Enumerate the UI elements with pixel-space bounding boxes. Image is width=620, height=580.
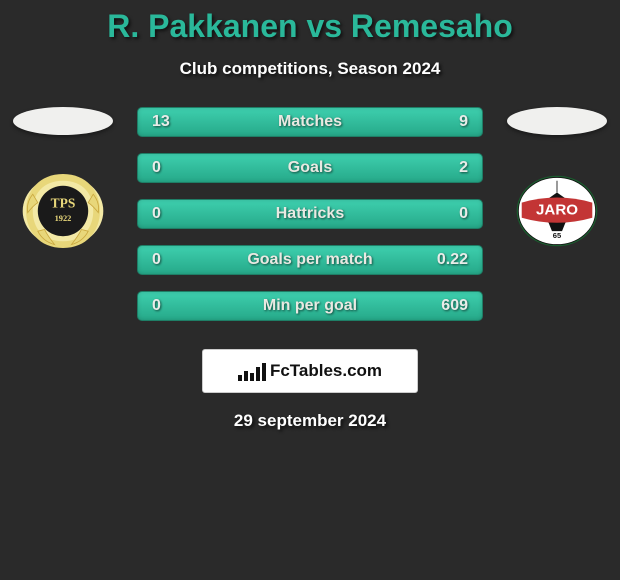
jaro-crest-icon: JARO 65 [508, 169, 606, 253]
date-line: 29 september 2024 [0, 411, 620, 431]
stat-row-min-per-goal: 0 Min per goal 609 [137, 291, 483, 321]
stat-left-value: 0 [152, 297, 161, 315]
stat-right-value: 609 [441, 297, 468, 315]
stat-row-matches: 13 Matches 9 [137, 107, 483, 137]
stat-label: Matches [138, 113, 482, 131]
stats-column: 13 Matches 9 0 Goals 2 0 Hattricks 0 0 G… [137, 107, 483, 321]
stat-left-value: 0 [152, 159, 161, 177]
subtitle: Club competitions, Season 2024 [0, 59, 620, 79]
stat-right-value: 2 [459, 159, 468, 177]
player-left-avatar-placeholder [13, 107, 113, 135]
infographic-container: R. Pakkanen vs Remesaho Club competition… [0, 0, 620, 431]
player-right-avatar-placeholder [507, 107, 607, 135]
stat-label: Min per goal [138, 297, 482, 315]
stat-left-value: 13 [152, 113, 170, 131]
stat-row-goals: 0 Goals 2 [137, 153, 483, 183]
brand-box[interactable]: FcTables.com [202, 349, 418, 393]
stat-right-value: 9 [459, 113, 468, 131]
player-left-col: TPS 1922 [9, 107, 117, 253]
main-row: TPS 1922 13 Matches 9 0 Goals 2 0 Hattri… [0, 107, 620, 321]
stat-left-value: 0 [152, 251, 161, 269]
tps-crest-icon: TPS 1922 [14, 169, 112, 253]
stat-label: Goals per match [138, 251, 482, 269]
club-logo-right: JARO 65 [508, 169, 606, 253]
stat-row-goals-per-match: 0 Goals per match 0.22 [137, 245, 483, 275]
stat-label: Goals [138, 159, 482, 177]
bar-chart-icon [238, 361, 266, 381]
brand-label: FcTables.com [270, 361, 382, 381]
player-right-col: JARO 65 [503, 107, 611, 253]
stat-right-value: 0 [459, 205, 468, 223]
svg-text:JARO: JARO [536, 201, 578, 218]
stat-right-value: 0.22 [437, 251, 468, 269]
svg-text:1922: 1922 [55, 214, 72, 223]
club-logo-left: TPS 1922 [14, 169, 112, 253]
stat-left-value: 0 [152, 205, 161, 223]
stat-label: Hattricks [138, 205, 482, 223]
stat-row-hattricks: 0 Hattricks 0 [137, 199, 483, 229]
svg-text:TPS: TPS [51, 196, 76, 211]
svg-text:65: 65 [553, 231, 561, 240]
page-title: R. Pakkanen vs Remesaho [0, 8, 620, 45]
